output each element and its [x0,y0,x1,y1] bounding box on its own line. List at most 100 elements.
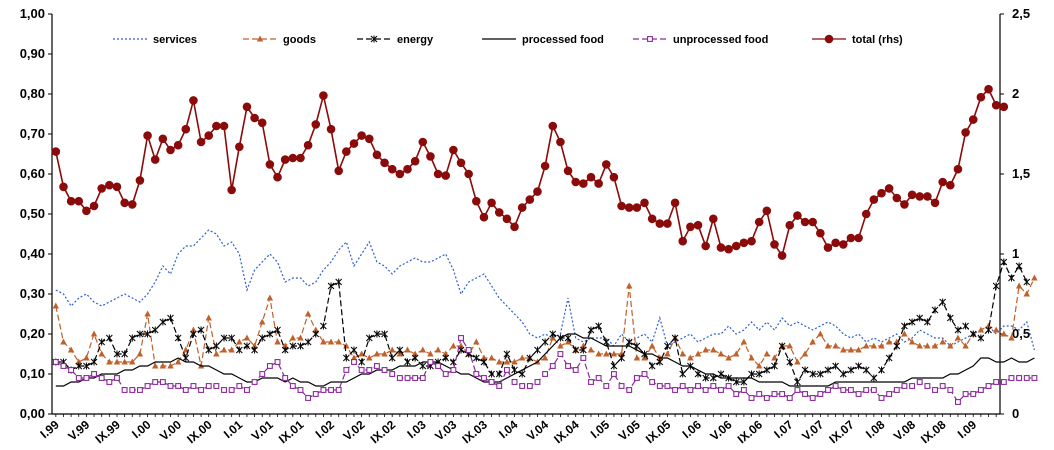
data-point-unprocessed-food [198,387,205,393]
data-point-energy [396,346,404,354]
data-point-goods [595,350,602,357]
data-point-total-rhs [456,158,466,168]
y-tick-label-right: 1,5 [1012,166,1030,181]
data-point-energy [98,338,106,346]
data-point-unprocessed-food [603,383,610,389]
series-line-total-rhs [55,87,1004,258]
data-point-energy [985,326,992,334]
data-point-goods [98,350,105,357]
series-line-services [55,229,1035,351]
data-point-energy [1008,274,1015,282]
data-point-unprocessed-food [1000,379,1007,385]
data-point-goods [297,334,304,341]
data-point-total-rhs [51,147,61,156]
data-point-total-rhs [487,198,496,208]
data-point-energy [633,342,641,350]
y-tick-label-left: 0,00 [20,406,45,421]
data-point-unprocessed-food [358,367,365,373]
data-point-energy [564,334,572,342]
data-point-goods [144,310,151,317]
data-point-unprocessed-food [274,359,281,365]
data-point-goods [901,330,908,337]
data-point-goods [335,338,342,345]
data-point-unprocessed-food [710,383,717,389]
data-point-energy [549,330,557,338]
data-point-goods [442,350,449,357]
y-tick-label-left: 0,10 [20,366,45,381]
data-point-energy [205,346,213,354]
data-point-energy [878,366,885,374]
data-point-energy [136,330,144,338]
data-point-total-rhs [105,180,114,190]
data-point-energy [327,282,335,290]
data-point-unprocessed-food [901,383,908,389]
data-point-unprocessed-food [580,355,587,361]
data-point-goods [740,338,748,345]
data-point-goods [511,358,518,365]
data-point-goods [450,342,457,349]
data-point-total-rhs [953,164,963,174]
data-point-total-rhs [655,219,665,228]
series-line-goods [55,277,1035,367]
data-point-total-rhs [403,164,412,174]
data-point-total-rhs [976,92,986,102]
data-point-energy [320,322,327,330]
legend-marker-goods [256,35,264,42]
data-point-energy [893,342,901,350]
data-point-total-rhs [112,182,122,192]
data-point-energy [679,370,687,378]
x-tick-label: V.99 [65,417,92,443]
data-point-total-rhs [854,233,863,243]
data-point-energy [365,334,373,342]
data-point-unprocessed-food [855,391,862,397]
data-point-goods [664,350,671,357]
data-point-goods [228,346,235,353]
data-point-energy [671,334,679,342]
data-point-energy [342,354,350,362]
data-point-energy [602,338,610,346]
data-point-total-rhs [196,137,206,147]
data-point-energy [977,334,985,342]
data-point-unprocessed-food [924,383,931,389]
data-point-total-rhs [265,160,275,169]
data-point-energy [740,378,748,386]
y-tick-label-left: 0,30 [20,286,45,301]
data-point-goods [52,302,60,309]
data-point-total-rhs [59,182,68,192]
data-point-total-rhs [808,217,817,227]
data-point-goods [159,362,167,369]
data-point-goods [236,338,243,345]
x-tick-label: IX.99 [92,417,123,446]
data-point-unprocessed-food [679,383,686,389]
data-point-total-rhs [571,177,580,187]
data-point-unprocessed-food [442,371,449,377]
data-point-goods [931,342,939,349]
data-point-energy [839,370,847,378]
data-point-unprocessed-food [672,387,679,393]
data-point-unprocessed-food [595,375,602,381]
data-point-total-rhs [97,184,106,193]
data-point-unprocessed-food [519,383,526,389]
data-point-energy [105,334,113,342]
data-point-goods [67,346,75,353]
data-point-energy [794,378,801,386]
data-point-unprocessed-food [114,375,120,381]
data-point-energy [618,354,625,362]
data-point-unprocessed-food [404,375,411,381]
data-point-energy [442,354,450,362]
data-point-unprocessed-food [840,387,847,393]
data-point-energy [579,346,587,354]
data-point-energy [801,366,809,374]
y-tick-label-right: 0 [1012,406,1019,421]
data-point-unprocessed-food [496,383,503,389]
data-point-total-rhs [143,131,152,140]
data-point-goods [863,342,870,349]
data-point-total-rhs [66,196,76,206]
data-point-total-rhs [762,206,772,216]
data-point-total-rhs [280,155,290,164]
data-point-goods [381,350,388,357]
data-point-total-rhs [242,102,252,112]
data-point-goods [152,362,159,369]
data-point-unprocessed-food [282,375,289,381]
data-point-unprocessed-food [251,379,258,385]
